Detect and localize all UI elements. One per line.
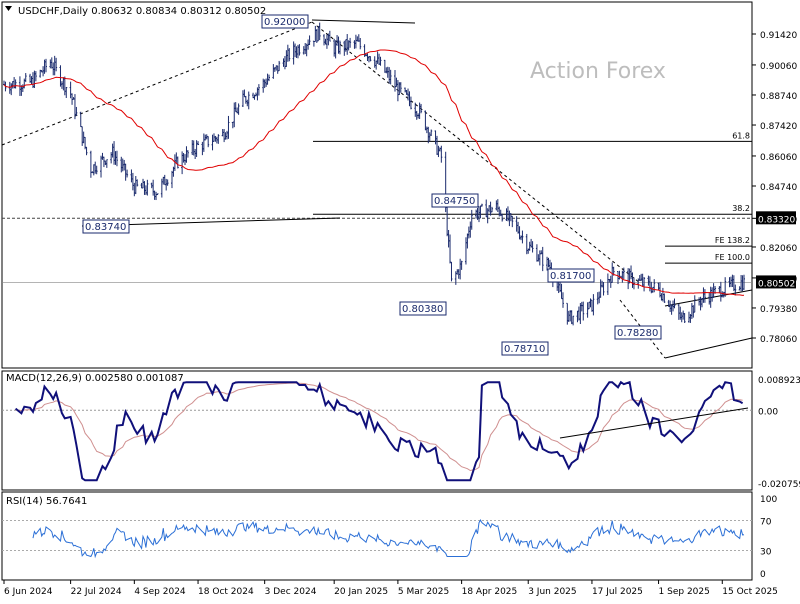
price-annotation: 0.81700 xyxy=(550,271,591,282)
date-tick-label: 18 Oct 2024 xyxy=(198,587,254,597)
trend-line xyxy=(664,337,753,359)
date-tick-label: 1 Sep 2025 xyxy=(659,587,710,597)
price-annotation-box xyxy=(261,14,309,29)
chart-header: USDCHF,Daily 0.80632 0.80834 0.80312 0.8… xyxy=(18,6,266,17)
price-tick-label: 0.87420 xyxy=(760,122,797,132)
macd-line xyxy=(14,380,744,482)
fib-level-label: 38.2 xyxy=(732,204,750,213)
macd-tick-label: -0.020759 xyxy=(758,480,800,490)
rsi-panel xyxy=(1,491,753,581)
trend-line xyxy=(311,19,416,24)
date-tick-label: 20 Jan 2025 xyxy=(334,587,388,597)
watermark: Action Forex xyxy=(530,59,666,84)
price-annotation-box xyxy=(431,193,479,208)
rsi-tick-label: 100 xyxy=(760,495,777,505)
price-tick-label: 0.91420 xyxy=(760,31,797,41)
price-tick-label: 0.88740 xyxy=(760,92,797,102)
price-tick-label: 0.79380 xyxy=(760,305,797,315)
date-tick-label: 6 Jun 2024 xyxy=(4,587,53,597)
trend-line xyxy=(664,289,753,307)
macd-label: MACD(12,26,9) 0.002580 0.001087 xyxy=(6,373,184,384)
date-tick-label: 4 Sep 2024 xyxy=(134,587,186,597)
price-panel xyxy=(1,1,753,369)
macd-tick-label: 0.00 xyxy=(758,407,778,417)
fib-level-label: FE 138.2 xyxy=(715,236,750,245)
price-tag-box xyxy=(756,275,796,289)
macd-panel xyxy=(1,370,753,491)
price-annotation: 0.78280 xyxy=(617,328,658,339)
date-tick-label: 17 Jul 2025 xyxy=(592,587,643,597)
trend-line xyxy=(1,21,313,146)
price-tag: 0.83320 xyxy=(758,215,795,225)
fib-level-label: FE 100.0 xyxy=(715,253,750,262)
date-tick-label: 3 Jun 2025 xyxy=(528,587,576,597)
price-annotation: 0.92000 xyxy=(264,17,305,28)
price-annotation: 0.78710 xyxy=(504,344,545,355)
rsi-tick-label: 70 xyxy=(760,518,772,528)
date-tick-label: 18 Apr 2025 xyxy=(462,587,518,597)
rsi-line xyxy=(32,519,745,559)
trend-line xyxy=(311,21,641,284)
date-tick-label: 15 Oct 2025 xyxy=(722,587,778,597)
macd-signal-line xyxy=(15,382,743,472)
macd-tick-label: 0.008923 xyxy=(758,376,800,386)
price-tick-label: 0.86060 xyxy=(760,153,797,163)
price-tick-label: 0.78060 xyxy=(760,335,797,345)
price-tick-label: 0.82060 xyxy=(760,244,797,254)
rsi-tick-label: 0 xyxy=(760,570,766,580)
rsi-tick-label: 30 xyxy=(760,548,772,558)
price-tag-box xyxy=(756,211,796,225)
moving-average-line xyxy=(3,49,745,296)
price-annotation-box xyxy=(399,301,447,316)
rsi-label: RSI(14) 56.7641 xyxy=(6,496,87,507)
price-annotation-box xyxy=(82,219,130,234)
price-annotation: 0.84750 xyxy=(434,196,475,207)
price-tag: 0.80502 xyxy=(758,279,795,289)
date-tick-label: 5 Mar 2025 xyxy=(398,587,449,597)
date-tick-label: 3 Dec 2024 xyxy=(265,587,317,597)
price-annotation: 0.83740 xyxy=(85,222,126,233)
price-annotation-box xyxy=(501,341,549,356)
macd-trend-line xyxy=(559,407,749,439)
price-annotation: 0.80380 xyxy=(402,304,443,315)
price-annotation-box xyxy=(547,268,595,283)
fib-level-label: 61.8 xyxy=(732,131,750,140)
price-annotation-box xyxy=(614,325,662,340)
dropdown-triangle-icon xyxy=(5,6,12,11)
date-tick-label: 22 Jul 2024 xyxy=(71,587,122,597)
price-tick-label: 0.84740 xyxy=(760,183,797,193)
price-tick-label: 0.90060 xyxy=(760,62,797,72)
